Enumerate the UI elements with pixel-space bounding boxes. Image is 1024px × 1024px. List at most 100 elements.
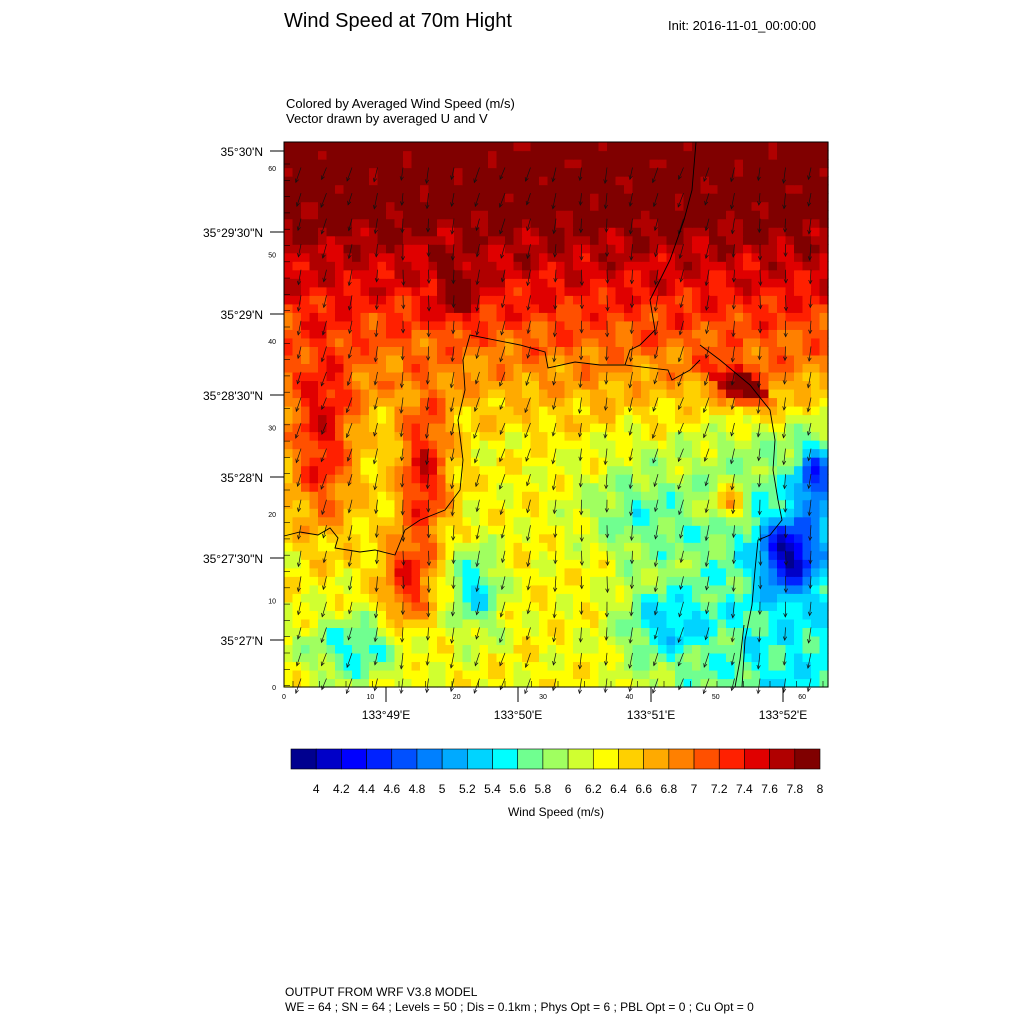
field-cell bbox=[819, 201, 829, 211]
field-cell bbox=[564, 193, 574, 203]
field-cell bbox=[556, 337, 566, 347]
field-cell bbox=[734, 627, 744, 637]
field-cell bbox=[760, 678, 770, 688]
field-cell bbox=[624, 593, 634, 603]
field-cell bbox=[556, 635, 566, 646]
field-cell bbox=[556, 423, 566, 433]
field-cell bbox=[343, 593, 353, 603]
field-cell bbox=[717, 669, 727, 680]
field-cell bbox=[751, 252, 761, 262]
field-cell bbox=[794, 661, 804, 671]
field-cell bbox=[700, 559, 710, 569]
field-cell bbox=[309, 610, 319, 620]
field-cell bbox=[377, 252, 387, 262]
field-cell bbox=[445, 474, 455, 484]
field-cell bbox=[394, 431, 404, 441]
field-cell bbox=[709, 150, 719, 160]
field-cell bbox=[386, 405, 396, 416]
field-cell bbox=[658, 380, 668, 390]
field-cell bbox=[437, 414, 447, 424]
field-cell bbox=[377, 474, 387, 484]
field-cell bbox=[658, 652, 668, 663]
field-cell bbox=[386, 414, 396, 424]
field-cell bbox=[615, 644, 625, 654]
field-cell bbox=[819, 210, 829, 220]
field-cell bbox=[598, 593, 608, 603]
wind-vector bbox=[551, 678, 557, 692]
field-cell bbox=[649, 252, 659, 262]
field-cell bbox=[352, 635, 362, 646]
field-cell bbox=[420, 320, 430, 330]
field-cell bbox=[743, 320, 753, 330]
field-cell bbox=[326, 550, 336, 560]
field-cell bbox=[284, 397, 294, 407]
field-cell bbox=[445, 533, 455, 543]
field-cell bbox=[666, 525, 676, 535]
field-cell bbox=[598, 431, 608, 441]
field-cell bbox=[547, 269, 557, 279]
field-cell bbox=[343, 252, 353, 262]
field-cell bbox=[768, 303, 778, 313]
field-cell bbox=[437, 627, 447, 637]
field-cell bbox=[369, 269, 379, 279]
field-cell bbox=[590, 312, 600, 322]
field-cell bbox=[403, 559, 413, 569]
field-cell bbox=[811, 576, 821, 586]
field-cell bbox=[335, 559, 345, 569]
field-cell bbox=[284, 635, 294, 646]
field-cell bbox=[615, 448, 625, 458]
field-cell bbox=[802, 533, 812, 543]
field-cell bbox=[394, 218, 404, 228]
field-cell bbox=[403, 610, 413, 620]
field-cell bbox=[377, 329, 387, 339]
field-cell bbox=[768, 627, 778, 637]
field-cell bbox=[411, 491, 421, 501]
field-cell bbox=[335, 261, 345, 271]
field-cell bbox=[343, 559, 353, 569]
field-cell bbox=[284, 218, 294, 228]
field-cell bbox=[394, 482, 404, 492]
field-cell bbox=[496, 465, 506, 475]
field-cell bbox=[386, 235, 396, 245]
field-cell bbox=[411, 286, 421, 296]
field-cell bbox=[437, 218, 447, 228]
field-cell bbox=[462, 405, 472, 416]
field-cell bbox=[539, 252, 549, 262]
field-cell bbox=[700, 550, 710, 560]
field-cell bbox=[692, 414, 702, 424]
field-cell bbox=[760, 201, 770, 211]
field-cell bbox=[369, 542, 379, 552]
field-cell bbox=[420, 423, 430, 433]
field-cell bbox=[394, 440, 404, 450]
field-cell bbox=[522, 669, 532, 680]
field-cell bbox=[717, 618, 727, 628]
field-cell bbox=[360, 542, 370, 552]
field-cell bbox=[318, 584, 328, 594]
field-cell bbox=[437, 210, 447, 220]
field-cell bbox=[360, 601, 370, 611]
field-cell bbox=[717, 371, 727, 382]
field-cell bbox=[743, 465, 753, 475]
field-cell bbox=[386, 227, 396, 237]
field-cell bbox=[709, 635, 719, 646]
field-cell bbox=[284, 678, 294, 688]
field-cell bbox=[471, 550, 481, 560]
field-cell bbox=[785, 176, 795, 186]
field-cell bbox=[700, 371, 710, 382]
field-cell bbox=[547, 533, 557, 543]
field-cell bbox=[428, 414, 438, 424]
field-cell bbox=[547, 346, 557, 356]
field-cell bbox=[607, 184, 617, 194]
field-cell bbox=[352, 465, 362, 475]
field-cell bbox=[420, 465, 430, 475]
field-cell bbox=[751, 150, 761, 160]
field-cell bbox=[666, 644, 676, 654]
field-cell bbox=[513, 176, 523, 186]
field-cell bbox=[411, 397, 421, 407]
field-cell bbox=[360, 320, 370, 330]
wind-vector bbox=[426, 269, 431, 284]
field-cell bbox=[539, 559, 549, 569]
field-cell bbox=[624, 252, 634, 262]
field-cell bbox=[496, 312, 506, 322]
field-cell bbox=[743, 227, 753, 237]
